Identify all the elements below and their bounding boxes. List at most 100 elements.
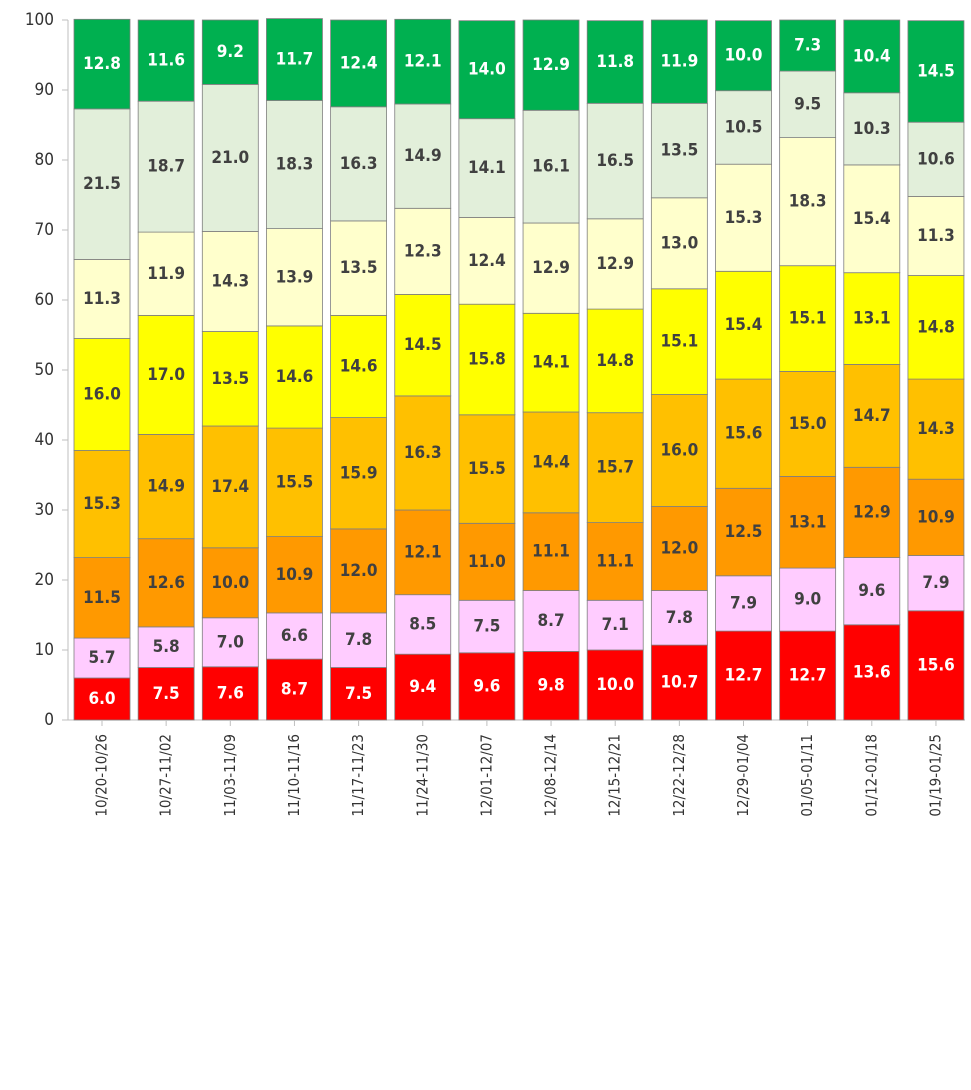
y-tick-label: 100	[25, 10, 54, 30]
data-label: 12.4	[340, 53, 378, 73]
bar-segment	[201, 19, 259, 85]
data-label: 9.0	[794, 590, 821, 610]
x-tick-label: 01/05-01/11	[798, 734, 816, 817]
bar-segment	[458, 303, 516, 416]
data-label: 12.5	[725, 522, 763, 542]
x-tick-label: 11/24-11/30	[413, 734, 431, 817]
bar-segment	[137, 433, 195, 540]
bar-segment	[458, 414, 516, 524]
bar-segment	[73, 18, 131, 110]
bar-segment	[201, 617, 259, 668]
bar-segment	[137, 19, 195, 102]
x-tick-label: 11/03-11/09	[221, 734, 239, 817]
data-label: 8.7	[538, 611, 565, 631]
data-label: 11.5	[83, 588, 121, 608]
bar-segment	[73, 258, 131, 339]
data-label: 16.5	[596, 151, 634, 171]
bar-segment	[586, 649, 644, 721]
data-label: 9.4	[409, 677, 436, 697]
data-label: 9.6	[473, 676, 500, 696]
y-tick-label: 40	[35, 430, 54, 450]
data-label: 7.5	[153, 684, 180, 704]
bar-segment	[330, 220, 388, 316]
data-label: 14.1	[532, 353, 570, 373]
data-label: 14.4	[532, 452, 570, 472]
bar-segment	[843, 363, 901, 468]
bar-segment	[907, 378, 965, 480]
data-label: 17.4	[211, 477, 249, 497]
bar-segment	[650, 590, 708, 646]
data-label: 15.7	[596, 458, 634, 478]
bar-segment	[522, 222, 580, 314]
bar-segment	[522, 512, 580, 591]
bar-segment	[779, 630, 837, 721]
data-label: 12.9	[853, 502, 891, 522]
x-tick-label: 10/27-11/02	[157, 734, 175, 817]
data-label: 9.8	[538, 676, 565, 696]
bar-segment	[458, 599, 516, 654]
bar-segment	[715, 378, 772, 489]
data-label: 18.3	[276, 155, 314, 175]
data-label: 15.6	[725, 424, 763, 444]
bar-segment	[330, 528, 388, 614]
bar-segment	[201, 425, 259, 549]
bar-segment	[779, 70, 837, 138]
bar-segment	[522, 411, 580, 514]
data-label: 13.9	[276, 267, 314, 287]
bar-segment	[843, 92, 901, 166]
data-label: 12.0	[660, 539, 698, 559]
data-label: 14.5	[917, 61, 955, 81]
bar-segment	[394, 653, 452, 721]
data-label: 15.6	[917, 655, 955, 675]
x-tick-label: 12/08-12/14	[542, 734, 560, 817]
data-label: 12.9	[596, 254, 634, 274]
bar-segment	[137, 538, 195, 628]
data-label: 7.1	[602, 615, 629, 635]
bar-segment	[843, 624, 901, 721]
data-label: 10.5	[725, 117, 763, 137]
y-tick-label: 0	[44, 710, 54, 730]
bar-segment	[907, 195, 965, 276]
data-label: 15.5	[276, 472, 314, 492]
data-label: 11.3	[83, 289, 121, 309]
data-label: 14.6	[276, 367, 314, 387]
data-label: 14.6	[340, 357, 378, 377]
data-label: 7.6	[217, 683, 244, 703]
x-tick-label: 12/22-12/28	[670, 734, 688, 817]
x-tick-label: 01/19-01/25	[926, 734, 944, 817]
bar-segment	[137, 231, 195, 316]
data-label: 10.6	[917, 149, 955, 169]
data-label: 11.6	[147, 51, 185, 71]
bar-segment	[586, 102, 644, 220]
bar-segment	[266, 325, 323, 429]
bar-segment	[586, 412, 644, 524]
bar-segment	[522, 651, 580, 721]
bar-segment	[715, 163, 772, 272]
data-label: 16.3	[404, 443, 442, 463]
data-label: 14.7	[853, 406, 891, 426]
data-label: 14.0	[468, 60, 506, 80]
bar-segment	[779, 475, 837, 569]
data-label: 16.3	[340, 154, 378, 174]
data-label: 10.3	[853, 119, 891, 139]
x-tick-label: 11/17-11/23	[349, 734, 367, 817]
bar-segment	[650, 394, 708, 507]
data-label: 15.1	[660, 332, 698, 352]
x-tick-label: 11/10-11/16	[285, 734, 303, 817]
data-label: 11.1	[596, 551, 634, 571]
data-label: 12.1	[404, 542, 442, 562]
data-label: 11.0	[468, 552, 506, 572]
bar-segment	[650, 288, 708, 395]
data-label: 14.3	[917, 419, 955, 439]
bar-segment	[266, 228, 323, 327]
data-label: 10.0	[596, 675, 634, 695]
data-label: 13.5	[340, 258, 378, 278]
data-label: 8.5	[409, 614, 436, 634]
data-label: 17.0	[147, 365, 185, 385]
data-label: 12.9	[532, 258, 570, 278]
data-label: 21.5	[83, 174, 121, 194]
data-label: 12.1	[404, 52, 442, 72]
y-tick-label: 20	[35, 570, 54, 590]
bar-segment	[201, 547, 259, 619]
